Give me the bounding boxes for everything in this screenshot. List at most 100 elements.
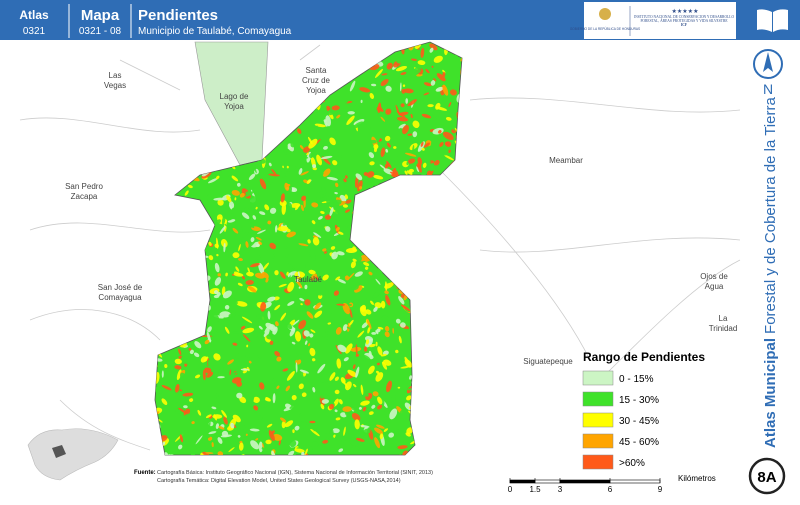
slope-patch xyxy=(298,243,309,247)
slope-patch xyxy=(294,331,302,342)
slope-patch xyxy=(347,111,355,115)
slope-patch xyxy=(421,147,425,151)
slope-patch xyxy=(271,168,277,175)
slope-patch xyxy=(183,405,188,409)
slope-patch xyxy=(298,421,307,430)
slope-patch xyxy=(420,47,425,58)
slope-patch xyxy=(273,311,283,319)
slope-patch xyxy=(355,173,363,181)
slope-patch xyxy=(423,142,431,148)
slope-patch xyxy=(324,251,327,254)
slope-patch xyxy=(275,321,279,327)
slope-patch xyxy=(386,62,393,70)
slope-patch xyxy=(399,82,402,92)
slope-patch xyxy=(250,440,260,450)
slope-patch xyxy=(269,340,274,345)
inset-map xyxy=(27,428,119,481)
slope-patch xyxy=(291,395,297,401)
slope-patch xyxy=(306,179,311,184)
slope-patch xyxy=(329,137,336,146)
slope-patch xyxy=(308,269,316,275)
slope-patch xyxy=(284,420,294,428)
slope-patch xyxy=(228,447,235,453)
slope-patch xyxy=(235,301,248,307)
slope-patch xyxy=(308,343,311,347)
slope-patch xyxy=(214,243,219,249)
slope-patch xyxy=(286,322,293,330)
place-label: Meambar xyxy=(549,156,583,165)
slope-patch xyxy=(303,330,310,337)
slope-patch xyxy=(194,341,202,349)
slope-patch xyxy=(332,160,338,166)
slope-patch xyxy=(338,448,344,453)
slope-patch xyxy=(265,277,269,283)
slope-patch xyxy=(272,249,278,255)
slope-patch xyxy=(223,242,226,253)
slope-patch xyxy=(312,441,319,447)
slope-patch xyxy=(433,55,443,63)
slope-patch xyxy=(281,420,286,429)
slope-patch xyxy=(250,262,260,268)
title: Pendientes xyxy=(138,7,218,24)
scale-label: 6 xyxy=(608,485,613,494)
scale-segment xyxy=(534,479,561,484)
slope-patch xyxy=(405,152,417,157)
slope-patch xyxy=(290,202,301,208)
legend-title: Rango de Pendientes xyxy=(583,350,705,364)
slope-patch xyxy=(406,395,412,401)
slope-patch xyxy=(367,365,375,375)
slope-patch xyxy=(227,171,234,181)
slope-patch xyxy=(361,285,365,288)
slope-patch xyxy=(382,120,390,125)
slope-patch xyxy=(329,372,336,381)
slope-patch xyxy=(366,318,372,329)
slope-patch xyxy=(232,414,241,423)
slope-patch xyxy=(344,343,353,354)
slope-patch xyxy=(445,141,452,147)
scale-label: 9 xyxy=(658,485,663,494)
slope-patch xyxy=(289,403,299,409)
slope-patch xyxy=(244,207,250,214)
slope-patch xyxy=(342,324,348,332)
slope-patch xyxy=(228,313,236,318)
slope-patch xyxy=(178,444,183,450)
slope-patch xyxy=(387,365,393,371)
slope-patch xyxy=(237,288,242,292)
slope-patch xyxy=(410,113,413,119)
government-emblem xyxy=(599,8,611,20)
slope-patch xyxy=(214,262,220,273)
slope-patch xyxy=(363,428,371,434)
slope-patch xyxy=(318,371,324,381)
slope-patch xyxy=(271,265,278,271)
slope-patch xyxy=(345,316,357,325)
slope-patch xyxy=(301,136,305,141)
slope-patch xyxy=(407,133,413,136)
slope-patch xyxy=(286,275,291,284)
slope-patch xyxy=(442,131,454,141)
slope-patch xyxy=(342,204,348,208)
roads xyxy=(19,44,741,451)
slope-patch xyxy=(296,128,302,134)
slope-patch xyxy=(271,254,275,259)
slope-patch xyxy=(236,392,243,399)
slope-patch xyxy=(433,160,440,166)
slope-patch xyxy=(359,306,367,317)
slope-patch xyxy=(416,163,422,168)
slope-patch xyxy=(370,139,377,144)
slope-patch xyxy=(204,339,210,345)
slope-patch xyxy=(232,331,240,334)
slope-patch xyxy=(217,273,222,277)
slope-patch xyxy=(263,326,270,338)
slope-patch xyxy=(207,326,212,333)
slope-patch xyxy=(391,393,396,402)
slope-patch xyxy=(377,326,384,330)
slope-patch xyxy=(298,383,304,390)
slope-patch xyxy=(360,384,364,395)
slope-patch xyxy=(295,191,299,195)
slope-patch xyxy=(336,159,340,162)
slope-patch xyxy=(365,392,369,397)
slope-patch xyxy=(235,351,245,359)
slope-patch xyxy=(301,451,305,455)
slope-patch xyxy=(179,430,190,437)
slope-patch xyxy=(313,170,324,176)
